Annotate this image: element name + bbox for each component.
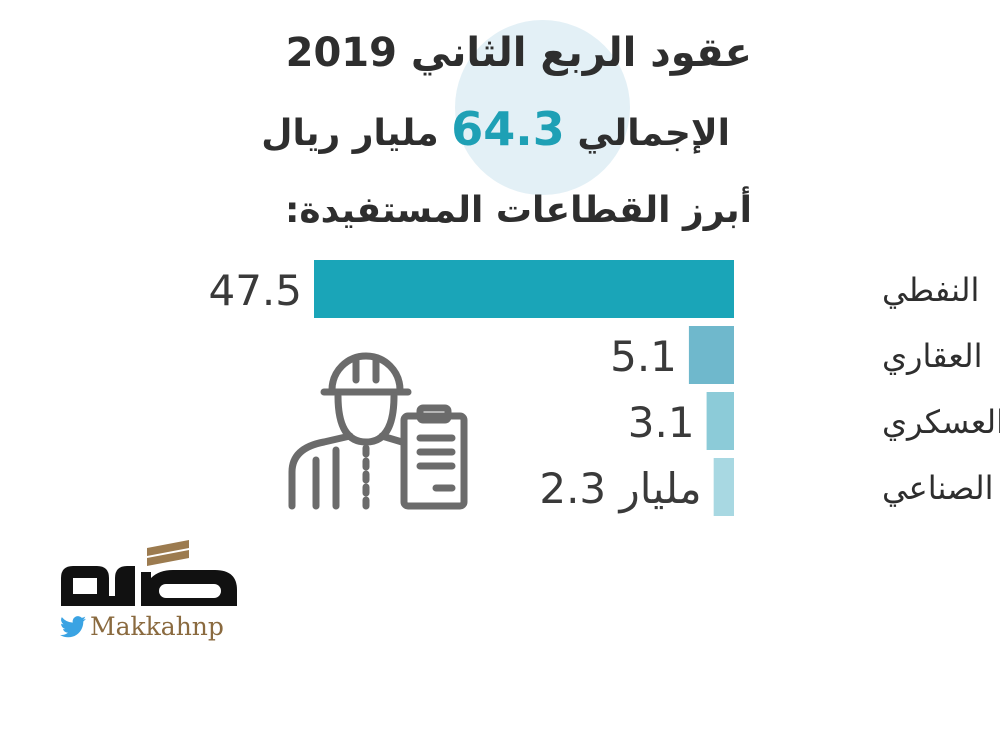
value-label-2: 3.1: [628, 398, 695, 447]
category-label-2: العسكري: [882, 403, 1000, 441]
category-label-3: الصناعي: [882, 469, 994, 507]
bar-2: [706, 392, 734, 450]
total-prefix: الإجمالي: [577, 113, 730, 154]
chart-subtitle: أبرز القطاعات المستفيدة:: [284, 190, 752, 231]
value-label-1: 5.1: [610, 332, 677, 381]
bar-3: [713, 458, 734, 516]
category-label-0: النفطي: [882, 271, 979, 309]
total-value: 64.3: [451, 102, 565, 156]
worker-icon: [288, 352, 468, 510]
makkah-logo: [61, 540, 237, 606]
bar-1: [688, 326, 734, 384]
chart-title: عقود الربع الثاني 2019: [285, 30, 753, 76]
twitter-bird-icon: [60, 615, 86, 637]
twitter-handle-text: Makkahnp: [90, 612, 224, 641]
total-suffix: مليار ريال: [261, 113, 439, 154]
total-line: الإجمالي 64.3 مليار ريال: [261, 102, 730, 156]
decorative-circle: [455, 20, 630, 195]
twitter-handle: Makkahnp: [60, 612, 224, 641]
bar-0: [314, 260, 734, 318]
value-label-0: 47.5: [208, 266, 302, 315]
category-label-1: العقاري: [882, 337, 983, 375]
value-label-3: 2.3 مليار: [539, 464, 701, 513]
